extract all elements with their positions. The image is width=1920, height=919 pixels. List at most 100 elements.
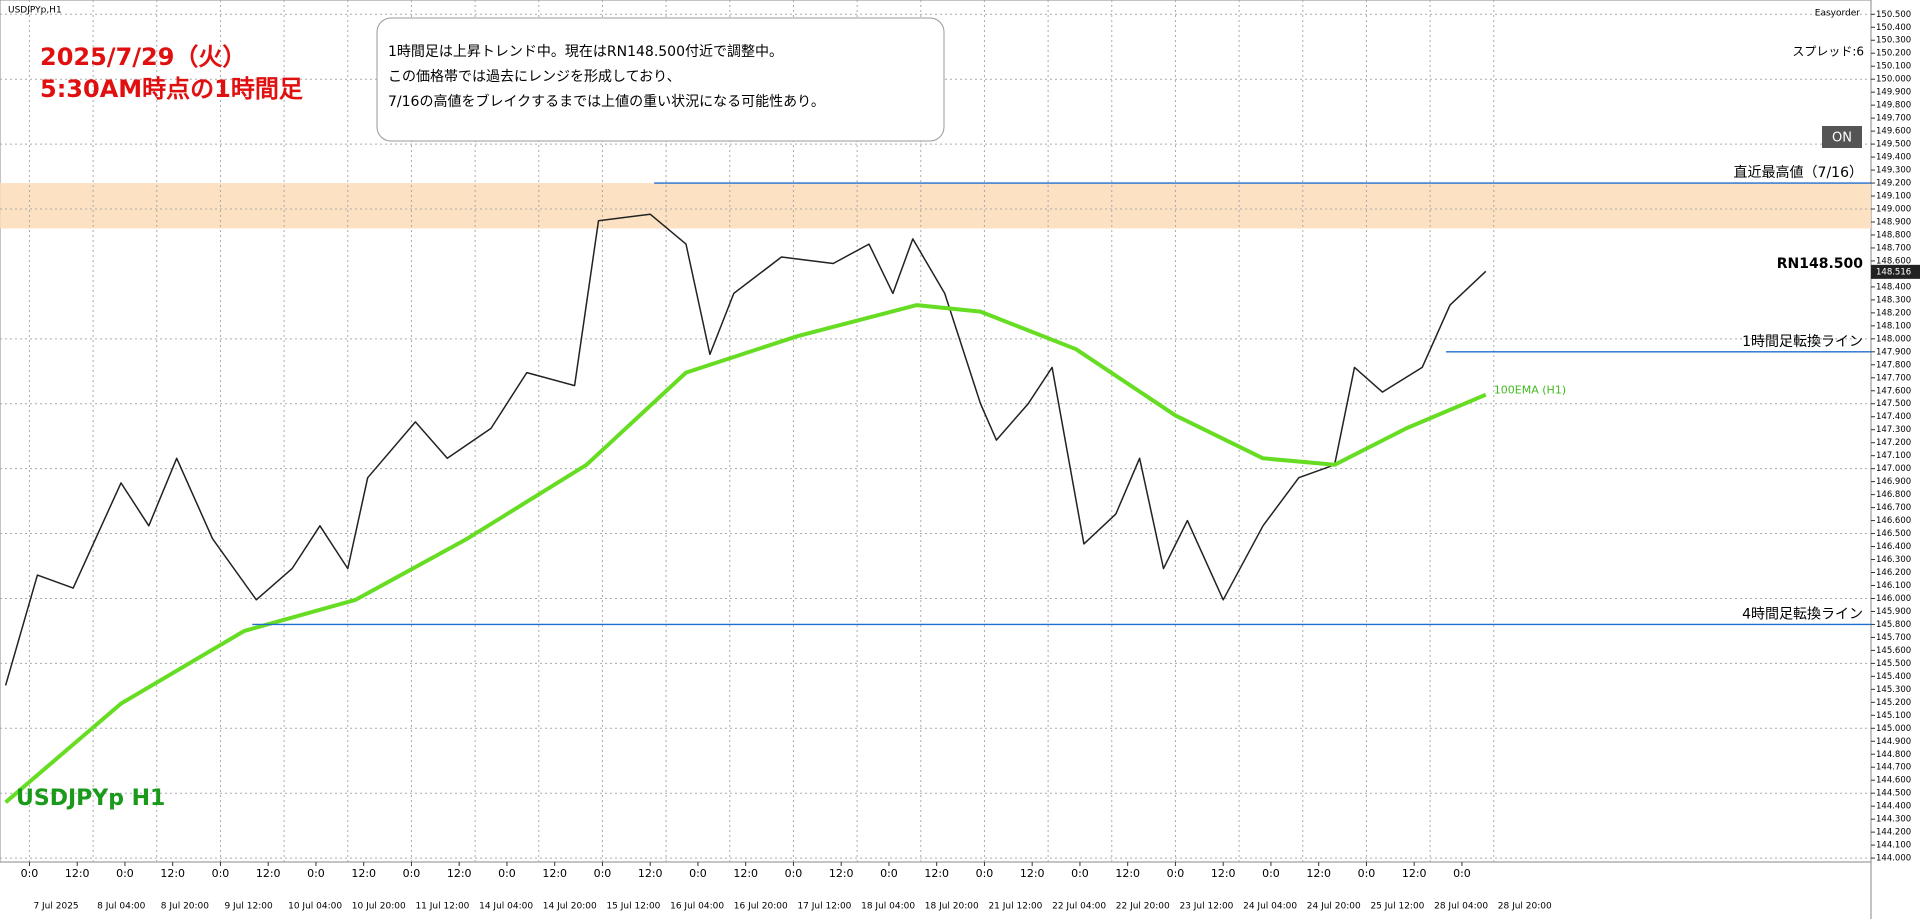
y-tick-label: 146.500 [1876,529,1911,539]
y-tick-label: 148.600 [1876,256,1911,266]
date-tick-label: 9 Jul 12:00 [224,902,273,912]
y-tick-label: 147.000 [1876,464,1911,474]
x-tick-label: 12:0 [447,867,472,880]
symbol-label: USDJPYp H1 [16,786,165,811]
y-tick-label: 145.700 [1876,633,1911,643]
y-tick-label: 149.500 [1876,140,1911,150]
y-tick-label: 145.900 [1876,607,1911,617]
date-tick-label: 22 Jul 04:00 [1052,902,1106,912]
y-tick-label: 146.800 [1876,490,1911,500]
y-tick-label: 150.000 [1876,75,1911,85]
y-tick-label: 148.000 [1876,334,1911,344]
x-tick-label: 12:0 [1115,867,1140,880]
y-tick-label: 149.600 [1876,127,1911,137]
last-price-box [1871,264,1920,279]
y-tick-label: 149.400 [1876,153,1911,163]
x-tick-label: 12:0 [1020,867,1045,880]
note-box [376,17,945,142]
y-tick-label: 149.800 [1876,101,1911,111]
y-tick-label: 144.400 [1876,802,1911,812]
x-tick-label: 12:0 [638,867,663,880]
x-tick-label: 0:0 [116,867,134,880]
y-tick-label: 145.500 [1876,659,1911,669]
y-tick-label: 146.200 [1876,568,1911,578]
date-tick-label: 23 Jul 12:00 [1179,902,1233,912]
y-tick-label: 146.600 [1876,516,1911,526]
date-tick-label: 10 Jul 20:00 [352,902,406,912]
y-tick-label: 146.400 [1876,542,1911,552]
y-tick-label: 144.600 [1876,776,1911,786]
x-tick-label: 12:0 [1211,867,1236,880]
y-tick-label: 147.100 [1876,451,1911,461]
title-line: 5:30AM時点の1時間足 [40,75,303,103]
y-tick-label: 149.100 [1876,192,1911,202]
y-tick-label: 147.900 [1876,347,1911,357]
on-button[interactable] [1822,126,1862,148]
spread: スプレッド:6 [1792,45,1864,59]
y-tick-label: 147.800 [1876,360,1911,370]
x-tick-label: 0:0 [1167,867,1185,880]
y-tick-label: 145.800 [1876,620,1911,630]
y-tick-label: 148.100 [1876,321,1911,331]
x-tick-label: 12:0 [256,867,281,880]
x-tick-label: 0:0 [1262,867,1280,880]
x-tick-label: 0:0 [1453,867,1471,880]
y-tick-label: 145.400 [1876,672,1911,682]
date-tick-label: 24 Jul 20:00 [1307,902,1361,912]
x-tick-label: 12:0 [1306,867,1331,880]
y-tick-label: 147.200 [1876,438,1911,448]
date-tick-label: 24 Jul 04:00 [1243,902,1297,912]
y-tick-label: 147.300 [1876,425,1911,435]
y-tick-label: 149.300 [1876,166,1911,176]
resistance-zone [0,183,1871,229]
level-label: 4時間足転換ライン [1742,606,1863,622]
y-tick-label: 146.900 [1876,477,1911,487]
y-tick-label: 147.500 [1876,399,1911,409]
x-tick-label: 0:0 [976,867,994,880]
x-tick-label: 0:0 [1071,867,1089,880]
title-line: 2025/7/29（火） [40,43,246,71]
x-tick-label: 0:0 [21,867,39,880]
y-tick-label: 148.700 [1876,243,1911,253]
y-tick-label: 148.800 [1876,230,1911,240]
x-tick-label: 0:0 [498,867,516,880]
date-tick-label: 14 Jul 04:00 [479,902,533,912]
y-tick-label: 150.200 [1876,49,1911,59]
x-tick-label: 0:0 [1358,867,1376,880]
x-tick-label: 12:0 [160,867,185,880]
y-tick-label: 145.100 [1876,711,1911,721]
y-tick-label: 146.100 [1876,581,1911,591]
date-tick-label: 8 Jul 04:00 [97,902,146,912]
date-tick-label: 10 Jul 04:00 [288,902,342,912]
y-tick-label: 144.000 [1876,854,1911,864]
x-tick-label: 12:0 [65,867,90,880]
x-tick-label: 0:0 [403,867,421,880]
date-tick-label: 11 Jul 12:00 [415,902,469,912]
last-price: 148.516 [1876,267,1911,277]
level-label: RN148.500 [1777,256,1864,272]
x-tick-label: 12:0 [733,867,758,880]
y-tick-label: 146.000 [1876,594,1911,604]
y-tick-label: 150.500 [1876,10,1911,20]
y-tick-label: 149.200 [1876,179,1911,189]
level-label: 直近最高値（7/16） [1734,164,1863,181]
x-tick-label: 12:0 [542,867,567,880]
y-tick-label: 146.700 [1876,503,1911,513]
legend-label: 100EMA (H1) [1494,384,1566,397]
date-tick-label: 28 Jul 20:00 [1498,902,1552,912]
y-tick-label: 145.600 [1876,646,1911,656]
ema-line [4,303,1487,804]
y-tick-label: 144.700 [1876,763,1911,773]
date-tick-label: 18 Jul 04:00 [861,902,915,912]
y-tick-label: 145.200 [1876,698,1911,708]
y-tick-label: 148.200 [1876,308,1911,318]
y-tick-label: 145.000 [1876,724,1911,734]
note-line: 1時間足は上昇トレンド中。現在はRN148.500付近で調整中。 [388,44,783,60]
y-tick-label: 149.900 [1876,88,1911,98]
y-tick-label: 146.300 [1876,555,1911,565]
on-button-label[interactable]: ON [1832,131,1852,146]
y-tick-label: 147.700 [1876,373,1911,383]
x-tick-label: 0:0 [689,867,707,880]
y-tick-label: 148.300 [1876,295,1911,305]
